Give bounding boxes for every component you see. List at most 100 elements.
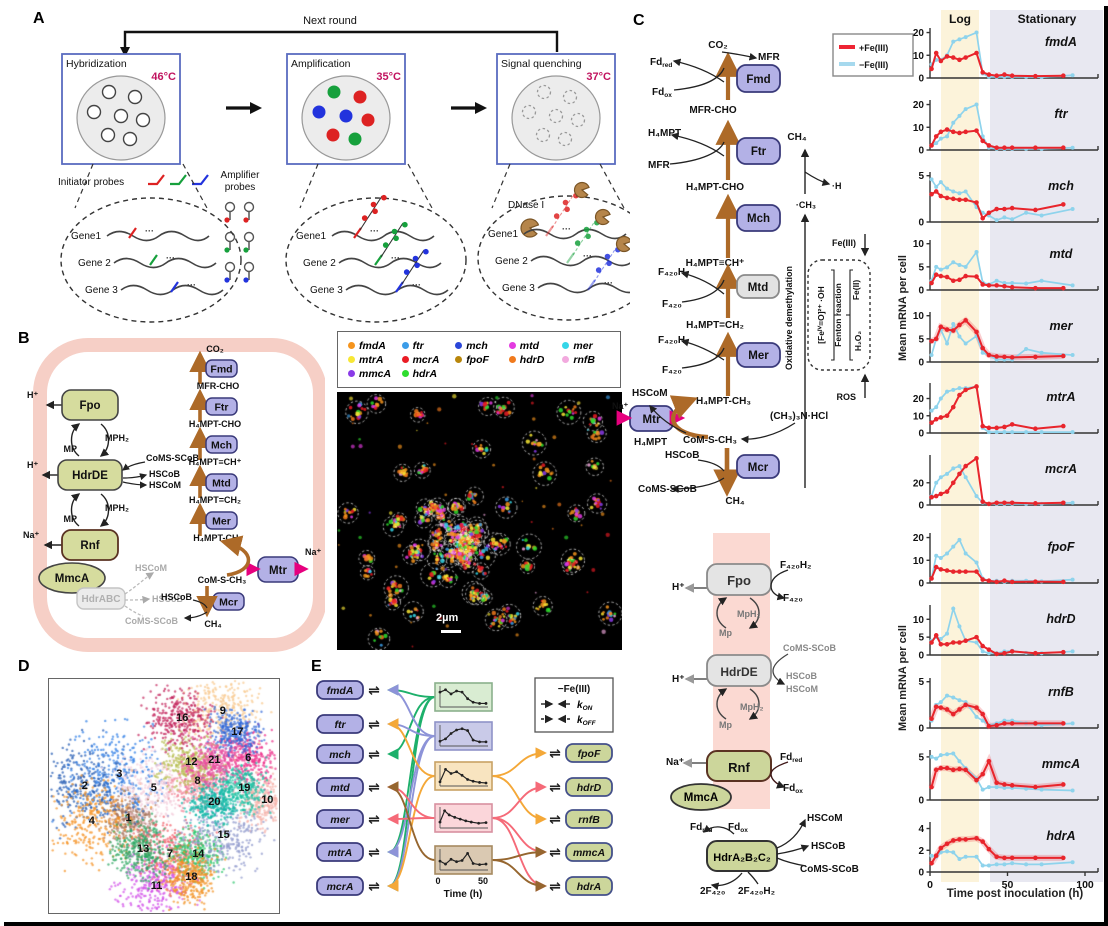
- data-point: [933, 853, 939, 858]
- data-point: [944, 195, 950, 201]
- mfr-label: MFR: [758, 52, 780, 63]
- rnf-box: [61, 529, 119, 561]
- cell-dot: [86, 104, 102, 120]
- gene-label: Gene1: [296, 231, 326, 242]
- tma-arrow: [740, 422, 796, 444]
- mfr-cho-label: MFR-CHO: [689, 105, 736, 116]
- data-point: [1002, 855, 1007, 861]
- data-point: [950, 640, 956, 645]
- data-point: [933, 134, 939, 139]
- data-point: [980, 649, 985, 654]
- xtick-label: 50: [1002, 879, 1014, 891]
- data-point: [1070, 73, 1075, 78]
- data-point: [938, 641, 944, 647]
- kinetics-arrow-pink-to-mer: [387, 813, 436, 825]
- plot-mtd: 0 5 10 mtd: [913, 239, 1099, 297]
- data-point: [933, 704, 939, 710]
- legend-item-mtd: mtd: [508, 340, 563, 352]
- plot-rnfB: 0 5 rnfB: [918, 677, 1099, 735]
- data-point: [957, 624, 962, 629]
- series-line: [931, 456, 1064, 505]
- data-point: [933, 564, 939, 570]
- cluster-label-5: 5: [150, 781, 157, 794]
- mp-cycle-arrow: [716, 597, 728, 629]
- cell-dot: [127, 89, 143, 105]
- legend-item-fpoF: fpoF: [455, 354, 509, 366]
- fd-cycle-arrow: [770, 761, 789, 789]
- cluster-label-3: 3: [116, 767, 123, 780]
- data-point: [963, 318, 968, 323]
- data-point: [1070, 721, 1075, 726]
- data-point: [994, 780, 999, 786]
- svg-text:···: ···: [583, 251, 592, 261]
- ytick-label: 10: [913, 311, 925, 322]
- data-point: [938, 180, 943, 185]
- data-point: [1009, 73, 1015, 79]
- hdrabc-arrow: [124, 595, 151, 604]
- data-point: [934, 264, 939, 269]
- svg-text:···: ···: [562, 224, 571, 234]
- plot-fpoF: 0 10 20 fpoF: [913, 533, 1099, 590]
- data-point: [950, 480, 956, 486]
- data-point: [1061, 782, 1066, 787]
- stationary-phase-band: [990, 10, 1103, 882]
- data-point: [974, 384, 979, 389]
- time-axis-label: Time (h): [444, 889, 483, 900]
- data-point: [1061, 353, 1066, 359]
- na-plus-label: Na⁺: [612, 401, 629, 411]
- data-point: [944, 707, 950, 712]
- equilibrium-icon: ⇌: [368, 879, 380, 895]
- data-point: [974, 569, 979, 574]
- kon-label: kON: [577, 700, 593, 712]
- substrate-arrow: [721, 51, 758, 61]
- mer-label: Mer: [748, 350, 769, 362]
- data-point: [929, 66, 934, 72]
- data-point: [1002, 145, 1007, 151]
- legend-gene-label: mmcA: [359, 367, 392, 380]
- substrate-arrow: [122, 481, 148, 489]
- scalebar-label: 2µm: [436, 612, 459, 624]
- mcr-box: [736, 454, 780, 479]
- legend-gene-label: ftr: [412, 339, 424, 352]
- data-point: [1024, 430, 1029, 435]
- data-point: [950, 838, 956, 843]
- data-point: [938, 267, 943, 272]
- data-point: [1002, 424, 1007, 430]
- data-point: [957, 197, 962, 203]
- series-line: [930, 633, 1064, 655]
- cell-dot: [348, 132, 362, 146]
- mmca-label: MmcA: [684, 792, 719, 804]
- fd-arc: [702, 824, 735, 835]
- plot-gene-label: mcrA: [1045, 462, 1077, 476]
- data-point: [957, 57, 962, 63]
- cluster-label-21: 21: [208, 753, 221, 766]
- stage-box-hybridization: Hybridization 46°C: [61, 53, 181, 165]
- data-point: [994, 500, 999, 506]
- kinetics-arrow-pink-to-hdrD: [491, 781, 547, 819]
- amplified-dot: [595, 267, 602, 273]
- data-point: [945, 752, 950, 757]
- mtr-label: Mtr: [269, 565, 287, 577]
- h4mpt-ch-label: H₄MPT≡CH⁺: [686, 258, 745, 269]
- hcr-fish-microscopy-image: [337, 392, 622, 650]
- plot-gene-label: fpoF: [1047, 540, 1074, 554]
- data-point: [945, 631, 950, 636]
- ytick-label: 5: [918, 262, 924, 273]
- data-point: [1009, 649, 1015, 654]
- data-point: [1039, 787, 1044, 792]
- amplified-dot: [423, 248, 429, 255]
- data-point: [986, 846, 992, 852]
- cluster-label-8: 8: [194, 774, 201, 787]
- amplified-dot: [553, 213, 560, 219]
- coms-scob-label: CoMS-SCoB: [146, 453, 199, 463]
- gene-zoom-ellipses: Gene1 ··· Gene 2 ··· Gene 3 ··· Gene1 ··· Gene 2…: [60, 163, 630, 323]
- data-point: [934, 141, 939, 146]
- minus-fe-label: −Fe(III): [859, 60, 888, 70]
- data-point: [1002, 721, 1007, 726]
- data-point: [1070, 430, 1075, 435]
- h-radical-arrow: [804, 171, 831, 186]
- legend-dot: [508, 342, 516, 349]
- kinetics-arrow-green-to-mch: [387, 696, 436, 760]
- plus-fe-label: +Fe(III): [859, 43, 888, 53]
- substrate-arrow: [122, 461, 146, 471]
